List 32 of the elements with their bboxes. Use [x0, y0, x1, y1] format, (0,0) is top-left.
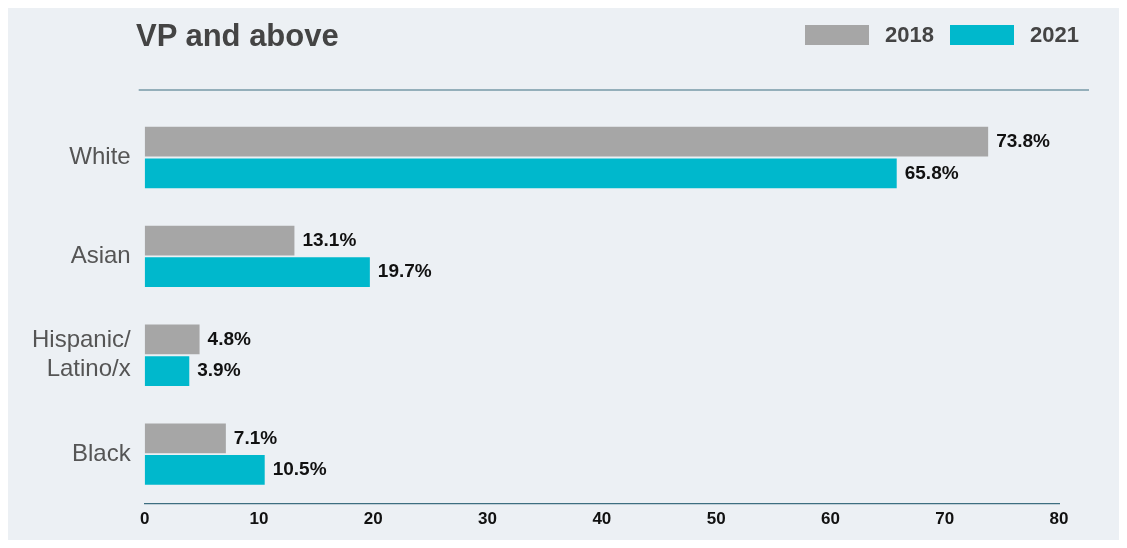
bar	[144, 257, 370, 288]
data-label: 4.8%	[207, 327, 251, 349]
bar	[144, 455, 265, 485]
data-label: 65.8%	[904, 161, 959, 183]
x-tick-label: 60	[820, 509, 840, 529]
data-label: 7.1%	[233, 426, 278, 448]
x-tick-label: 30	[478, 509, 498, 529]
x-tick-label: 40	[592, 509, 612, 529]
bar	[144, 225, 295, 256]
x-tick-label: 0	[139, 509, 150, 529]
bar	[144, 356, 190, 386]
y-tick-label: White	[69, 142, 131, 170]
data-label: 19.7%	[377, 260, 432, 282]
x-tick-label: 50	[706, 509, 726, 529]
bar	[144, 126, 989, 157]
data-label: 10.5%	[272, 458, 327, 480]
y-tick-label: Asian	[70, 240, 131, 268]
data-label: 13.1%	[302, 228, 357, 250]
x-tick-label: 20	[363, 509, 383, 529]
data-label: 3.9%	[197, 359, 241, 381]
chart-title: VP and above	[136, 18, 339, 54]
bar	[144, 158, 897, 189]
bar	[144, 423, 226, 454]
x-tick-label: 70	[935, 509, 955, 529]
x-tick-label: 10	[249, 509, 269, 529]
x-tick-label: 80	[1049, 509, 1069, 529]
data-label: 73.8%	[996, 129, 1051, 151]
bar	[144, 324, 200, 355]
legend-label: 2021	[1030, 22, 1079, 48]
y-tick-label: Hispanic/ Latino/x	[31, 325, 132, 382]
y-tick-label: Black	[72, 438, 132, 466]
legend-label: 2018	[885, 22, 935, 48]
